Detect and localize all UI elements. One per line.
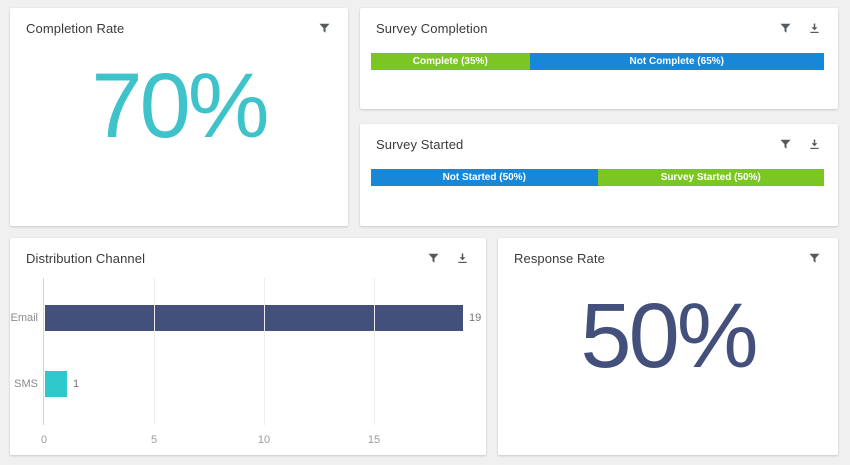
card-header: Distribution Channel xyxy=(10,238,486,266)
x-axis-tick-label: 15 xyxy=(367,434,381,446)
card-completion-rate: Completion Rate 70% xyxy=(10,8,348,226)
filter-icon[interactable] xyxy=(807,251,822,266)
bar-segment-complete[interactable]: Complete (35%) xyxy=(371,53,530,70)
x-axis-tick-label: 5 xyxy=(150,434,158,446)
bar-segment-not-started[interactable]: Not Started (50%) xyxy=(371,169,598,186)
bar-sms[interactable] xyxy=(45,371,67,397)
card-header: Survey Completion xyxy=(360,8,838,36)
survey-started-title: Survey Started xyxy=(376,137,464,152)
value-label-email: 19 xyxy=(469,312,482,324)
response-rate-value: 50% xyxy=(580,285,758,387)
survey-started-stacked-bar: Not Started (50%) Survey Started (50%) xyxy=(371,169,824,186)
survey-completion-stacked-bar: Complete (35%) Not Complete (65%) xyxy=(371,53,824,70)
card-actions xyxy=(426,251,474,266)
filter-icon[interactable] xyxy=(426,251,441,266)
card-header: Survey Started xyxy=(360,124,838,152)
value-label-sms: 1 xyxy=(73,378,80,390)
bar-segment-label: Complete (35%) xyxy=(412,56,488,67)
gridline xyxy=(154,278,155,425)
filter-icon[interactable] xyxy=(778,137,793,152)
filter-icon[interactable] xyxy=(317,21,332,36)
completion-rate-title: Completion Rate xyxy=(26,21,125,36)
card-response-rate: Response Rate 50% xyxy=(498,238,838,455)
completion-rate-value: 70% xyxy=(91,55,269,157)
bar-segment-not-complete[interactable]: Not Complete (65%) xyxy=(529,53,824,70)
bar-email[interactable] xyxy=(45,305,463,331)
bar-segment-label: Not Started (50%) xyxy=(442,172,526,183)
bar-segment-survey-started[interactable]: Survey Started (50%) xyxy=(597,169,824,186)
gridline xyxy=(264,278,265,425)
download-icon[interactable] xyxy=(455,251,470,266)
distribution-channel-chart: Email SMS 19 1 0 5 10 15 xyxy=(10,278,484,446)
distribution-channel-title: Distribution Channel xyxy=(26,251,146,266)
download-icon[interactable] xyxy=(807,137,822,152)
card-header: Completion Rate xyxy=(10,8,348,36)
card-survey-completion: Survey Completion Complete (35%) Not Com… xyxy=(360,8,838,109)
card-distribution-channel: Distribution Channel Email SMS 19 1 0 5 10… xyxy=(10,238,486,455)
card-actions xyxy=(778,137,826,152)
card-header: Response Rate xyxy=(498,238,838,266)
card-survey-started: Survey Started Not Started (50%) Survey … xyxy=(360,124,838,226)
x-axis-tick-label: 10 xyxy=(257,434,271,446)
response-rate-title: Response Rate xyxy=(514,251,605,266)
download-icon[interactable] xyxy=(807,21,822,36)
bar-segment-label: Not Complete (65%) xyxy=(629,56,724,67)
gridline xyxy=(374,278,375,425)
category-label-sms: SMS xyxy=(14,378,38,390)
x-axis-tick-label: 0 xyxy=(40,434,48,446)
card-actions xyxy=(317,21,336,36)
card-actions xyxy=(778,21,826,36)
category-label-email: Email xyxy=(10,312,38,324)
survey-completion-title: Survey Completion xyxy=(376,21,488,36)
filter-icon[interactable] xyxy=(778,21,793,36)
card-actions xyxy=(807,251,826,266)
bar-segment-label: Survey Started (50%) xyxy=(660,172,761,183)
